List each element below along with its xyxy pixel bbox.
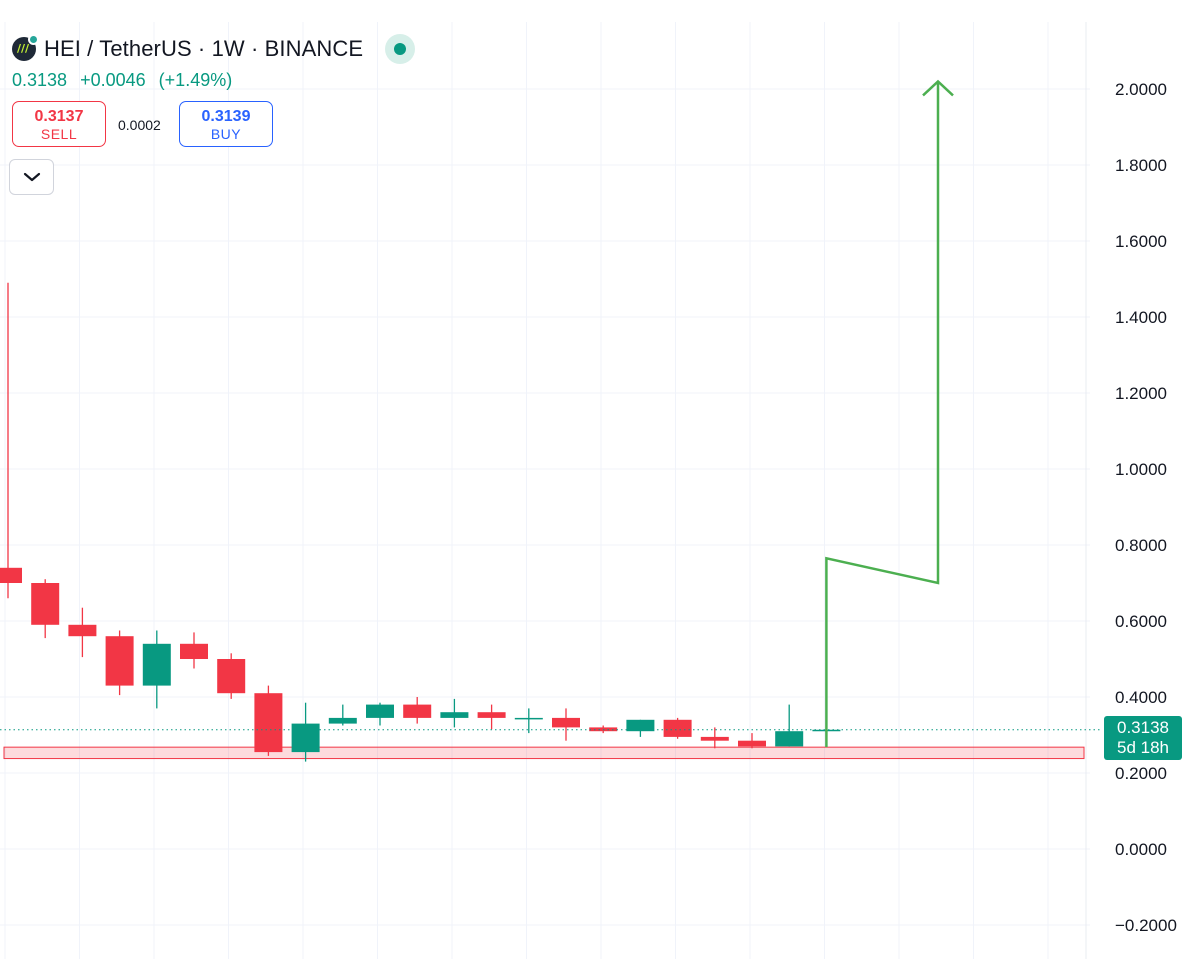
y-tick-label: 0.0000 (1115, 840, 1167, 859)
y-tick-label: 1.6000 (1115, 232, 1167, 251)
candle-body (105, 636, 134, 686)
candle (626, 719, 655, 737)
price-axis: 2.0000 1.8000 1.6000 1.4000 1.2000 1.0000 0.80… (1115, 80, 1177, 935)
candle (700, 727, 729, 749)
projection-path (825, 81, 940, 748)
candle-body (626, 719, 655, 732)
candle-body (254, 693, 283, 753)
candle-body (514, 717, 543, 720)
candle-body (700, 736, 729, 741)
candle-body (775, 731, 804, 747)
candle (254, 685, 283, 756)
candle (180, 632, 208, 669)
candle (105, 630, 134, 696)
candle (514, 708, 543, 734)
projection-arrowhead (922, 79, 954, 97)
candle (440, 698, 469, 728)
candle (403, 697, 432, 724)
candle-body (328, 717, 357, 724)
change-value: +0.0046 (80, 70, 146, 90)
candle-body (440, 712, 469, 718)
candle-body (403, 704, 432, 718)
sell-price: 0.3137 (34, 108, 84, 125)
hei-coin-logo-icon: /// (12, 34, 39, 61)
candle-body (738, 740, 766, 747)
symbol-title[interactable]: HEI / TetherUS · 1W · BINANCE (44, 36, 364, 61)
candle-body (0, 567, 22, 583)
last-price: 0.3138 (12, 70, 68, 90)
candle (291, 702, 320, 762)
chevron-down-icon (23, 172, 40, 182)
candle (68, 607, 97, 658)
collapse-button[interactable] (9, 159, 54, 195)
candle (775, 704, 804, 747)
y-tick-label: 0.8000 (1115, 536, 1167, 555)
price-tag-value: 0.3138 (1117, 718, 1169, 737)
candle (31, 579, 60, 639)
y-tick-label: 0.6000 (1115, 612, 1167, 631)
candle-body (68, 624, 97, 637)
candle-body (217, 659, 246, 694)
spread-value: 0.0002 (118, 117, 161, 133)
candle-body (366, 704, 394, 718)
candle-body (663, 719, 692, 737)
candles (0, 282, 841, 762)
y-tick-label: 0.4000 (1115, 688, 1167, 707)
change-percent: (+1.49%) (158, 70, 233, 90)
projection-drawing (825, 79, 954, 748)
candle (477, 704, 506, 730)
y-tick-label: 0.2000 (1115, 764, 1167, 783)
support-zone (3, 746, 1085, 760)
candle-body (180, 643, 208, 659)
sell-label: SELL (40, 126, 78, 142)
candle-body (31, 583, 60, 625)
candle-body (552, 717, 580, 728)
candle (0, 282, 22, 599)
buy-button[interactable]: 0.3139 BUY (179, 101, 273, 147)
grid (0, 22, 1090, 959)
candle-body (477, 712, 506, 718)
candle (366, 702, 394, 726)
sell-button[interactable]: 0.3137 SELL (12, 101, 106, 147)
buy-price: 0.3139 (201, 108, 251, 125)
candle-body (291, 723, 320, 753)
symbol-header: /// HEI / TetherUS · 1W · BINANCE (12, 34, 416, 64)
y-tick-label: 1.8000 (1115, 156, 1167, 175)
buy-label: BUY (210, 126, 242, 142)
support-zone-rect (3, 746, 1085, 760)
price-tag-countdown: 5d 18h (1117, 738, 1169, 757)
y-tick-label: −0.2000 (1115, 916, 1177, 935)
candle (552, 708, 580, 741)
candle (663, 717, 692, 739)
candle (738, 733, 766, 749)
y-tick-label: 2.0000 (1115, 80, 1167, 99)
candle (142, 630, 171, 709)
candle-body (142, 643, 171, 686)
candle (217, 653, 246, 699)
last-price-tag: 0.3138 5d 18h (1104, 716, 1182, 760)
y-tick-label: 1.0000 (1115, 460, 1167, 479)
y-tick-label: 1.2000 (1115, 384, 1167, 403)
y-tick-label: 1.4000 (1115, 308, 1167, 327)
price-change: 0.3138 +0.0046 (+1.49%) (12, 70, 232, 91)
market-status-icon[interactable] (385, 34, 416, 64)
candle (328, 704, 357, 726)
